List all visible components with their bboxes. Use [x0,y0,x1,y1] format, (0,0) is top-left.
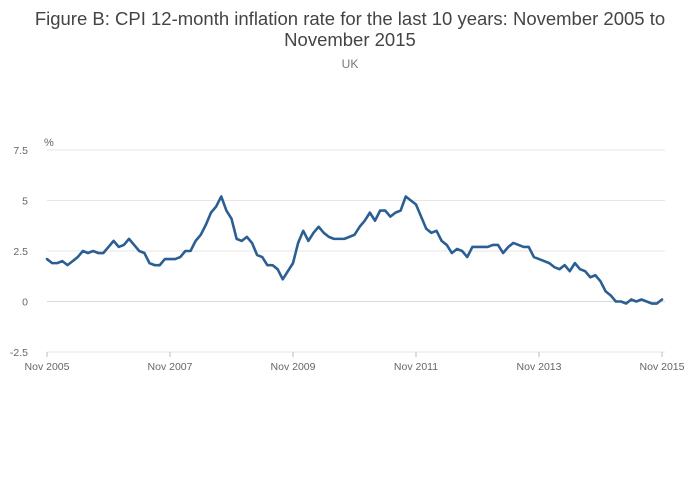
x-tick-label: Nov 2009 [271,361,316,373]
y-tick-label: 2.5 [13,246,28,258]
chart-subtitle: UK [341,57,359,71]
cpi-series-line [45,195,664,305]
series-layer [45,195,664,305]
x-tick-label: Nov 2015 [640,361,685,373]
chart-title: Figure B: CPI 12-month inflation rate fo… [34,8,666,50]
gridlines [47,149,665,353]
y-tick-label: 7.5 [13,145,28,157]
x-tick-label: Nov 2005 [25,361,70,373]
y-tick-label: 0 [22,297,28,309]
x-tick-label: Nov 2011 [394,361,438,373]
x-tick-label: Nov 2013 [517,361,562,373]
x-tick-label: Nov 2007 [148,361,193,373]
y-axis: -2.5 0 2.5 5 7.5 [10,145,28,359]
y-axis-unit-label: % [44,137,54,149]
y-tick-label: -2.5 [10,347,28,359]
x-axis: Nov 2005 Nov 2007 Nov 2009 Nov 2011 Nov 2013… [25,352,685,373]
y-tick-label: 5 [22,196,28,208]
